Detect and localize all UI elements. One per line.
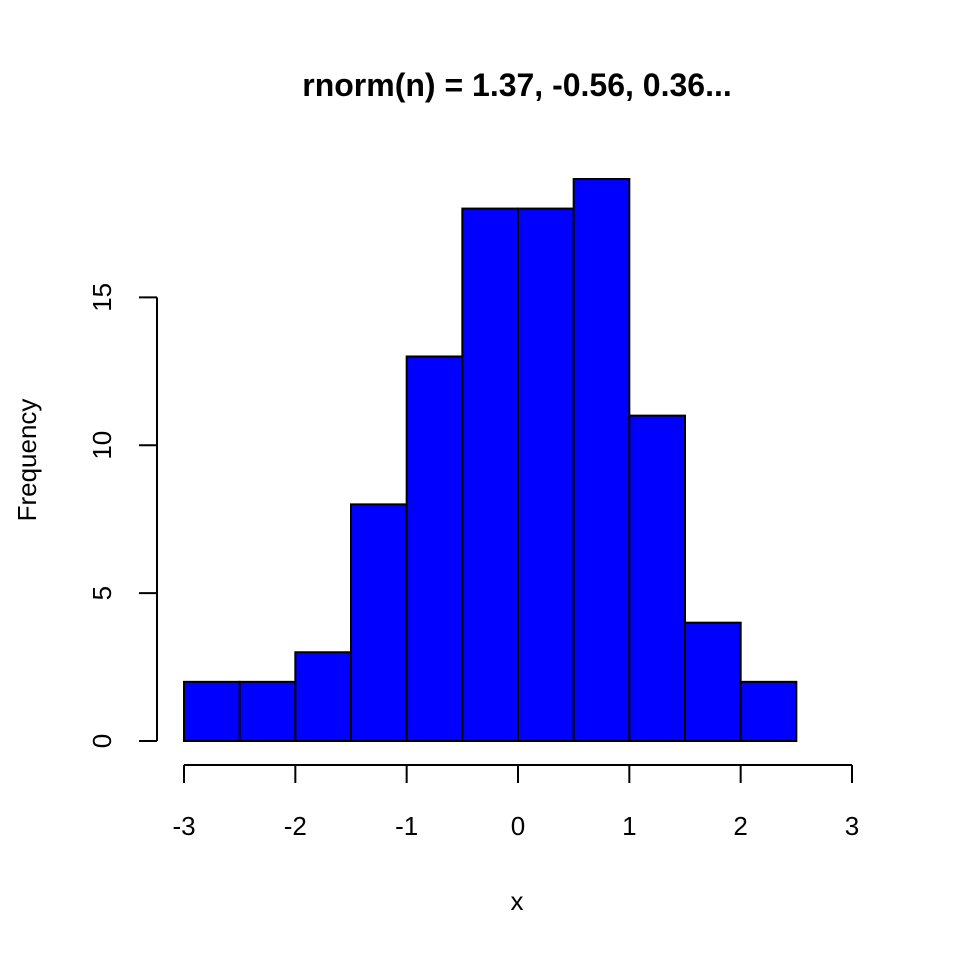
x-tick-label: 3 (845, 811, 859, 841)
histogram-bar (350, 503, 408, 742)
histogram-bar (684, 621, 742, 742)
x-tick-label: 2 (733, 811, 747, 841)
histogram-bar (183, 680, 241, 742)
y-tick-label: 5 (87, 586, 117, 600)
x-tick-label: -3 (172, 811, 195, 841)
x-tick-label: 1 (622, 811, 636, 841)
chart-title: rnorm(n) = 1.37, -0.56, 0.36... (302, 67, 732, 103)
histogram-bar (628, 414, 686, 742)
x-tick-label: -1 (395, 811, 418, 841)
bars-group (183, 178, 798, 743)
y-tick-label: 10 (87, 431, 117, 460)
histogram-bar (405, 355, 464, 742)
x-axis: -3 -2 -1 0 1 2 3 (172, 764, 859, 841)
histogram-bar (572, 178, 631, 742)
histogram-bar (517, 207, 575, 743)
histogram-bar (461, 207, 520, 743)
x-axis-label: x (511, 886, 524, 916)
x-tick-label: 0 (511, 811, 525, 841)
y-tick-label: 0 (87, 734, 117, 748)
x-tick-label: -2 (284, 811, 307, 841)
histogram-bar (238, 680, 297, 742)
y-tick-label: 15 (87, 283, 117, 312)
histogram-bar (294, 651, 353, 743)
y-axis: 0 5 10 15 (87, 283, 158, 748)
histogram-bar (739, 680, 798, 742)
y-axis-label: Frequency (12, 399, 42, 522)
